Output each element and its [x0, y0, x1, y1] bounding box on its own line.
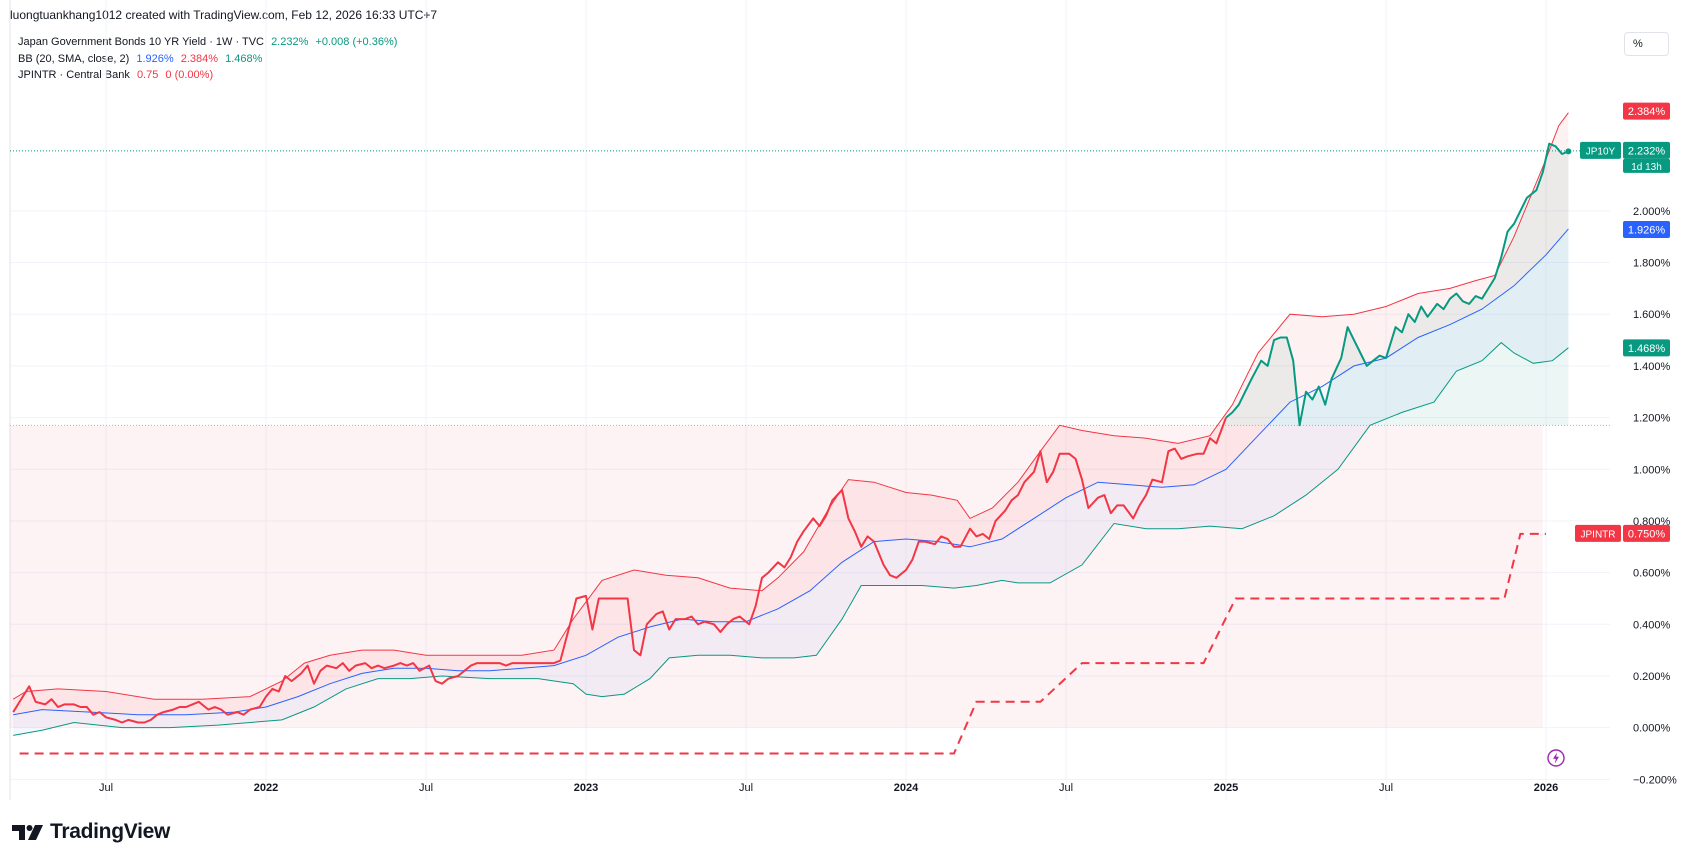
lightning-icon[interactable]	[1547, 749, 1565, 767]
bb-basis-price-label-text: 1.926%	[1628, 224, 1666, 236]
y-tick-label: 1.400%	[1633, 361, 1671, 373]
grid	[9, 0, 1610, 800]
y-tick-label: 0.400%	[1633, 619, 1671, 631]
x-tick-label: 2026	[1534, 782, 1558, 794]
bb-upper-price-label-text: 2.384%	[1628, 106, 1666, 118]
bb-upper-price-label-bg	[1623, 102, 1670, 120]
legend-jpintr-name: JPINTR · Central Bank	[18, 69, 130, 81]
jpintr-zone	[10, 425, 1543, 728]
y-tick-label: 1.600%	[1633, 309, 1671, 321]
chart-attribution: luongtuankhang1012 created with TradingV…	[10, 8, 438, 22]
bb-upper-price-label[interactable]: 2.384%	[1623, 102, 1670, 120]
symbol-name-label-bg	[1580, 141, 1621, 159]
y-tick-label: 0.000%	[1633, 723, 1671, 735]
jpintr-price-label[interactable]: 0.750%	[1623, 524, 1670, 542]
tradingview-logo[interactable]: TradingView	[12, 820, 170, 844]
y-tick-label: 1.000%	[1633, 464, 1671, 476]
last-price-label-bg	[1623, 141, 1670, 159]
legend-row-symbol[interactable]: Japan Government Bonds 10 YR Yield · 1W …	[18, 34, 397, 51]
last-price-label[interactable]: 2.232%	[1623, 141, 1670, 159]
x-tick-label: Jul	[739, 782, 753, 794]
jpintr-name-label-text: JPINTR	[1581, 529, 1616, 540]
symbol-name-label[interactable]: JP10Y	[1580, 141, 1621, 159]
jpintr-name-label[interactable]: JPINTR	[1575, 524, 1621, 542]
chart-legend: Japan Government Bonds 10 YR Yield · 1W …	[18, 34, 397, 84]
last-price-label-text: 2.232%	[1628, 145, 1666, 157]
legend-jpintr-value: 0.75	[136, 69, 159, 81]
jpintr-price-label-text: 0.750%	[1628, 528, 1666, 540]
x-tick-label: Jul	[419, 782, 433, 794]
x-tick-label: Jul	[1059, 782, 1073, 794]
bb-lower-price-label-bg	[1623, 339, 1670, 357]
legend-bb-lower: 1.468%	[225, 52, 263, 65]
legend-symbol-change: +0.008 (+0.36%)	[315, 36, 398, 48]
bb-lower-line[interactable]	[13, 341, 1569, 736]
jpintr-price-label-bg	[1623, 524, 1670, 542]
symbol-name-label-text: JP10Y	[1586, 146, 1616, 157]
bar-countdown-label[interactable]: 1d 13h	[1623, 158, 1670, 173]
bb-lower-price-label-text: 1.468%	[1628, 343, 1666, 355]
bb-upper-line[interactable]	[12, 112, 1569, 700]
jpintr-name-label-bg	[1575, 524, 1621, 542]
y-tick-label: −0.200%	[1633, 774, 1677, 786]
yield-line-red[interactable]	[12, 417, 1227, 724]
tradingview-brand-text: TradingView	[50, 820, 171, 843]
y-tick-label: 1.800%	[1633, 258, 1671, 270]
legend-symbol-name: Japan Government Bonds 10 YR Yield · 1W …	[18, 36, 264, 48]
y-tick-label: 1.200%	[1633, 413, 1671, 425]
price-scale-unit-button[interactable]: %	[1624, 32, 1669, 56]
bar-countdown-label-bg	[1623, 158, 1670, 173]
x-tick-label: 2025	[1214, 782, 1238, 794]
bb-basis-line[interactable]	[13, 228, 1569, 716]
y-tick-label: 2.000%	[1633, 206, 1671, 218]
y-tick-label: 0.600%	[1633, 568, 1671, 580]
legend-jpintr-change: 0 (0.00%)	[165, 69, 214, 81]
x-tick-label: Jul	[99, 782, 113, 794]
x-tick-label: Jul	[1379, 782, 1393, 794]
legend-bb-upper: 2.384%	[180, 52, 219, 65]
bb-lower-fill	[13, 228, 1569, 736]
legend-row-jpintr[interactable]: JPINTR · Central Bank 0.75 0 (0.00%)	[18, 67, 397, 84]
legend-bb-name: BB (20, SMA, close, 2)	[18, 52, 130, 65]
yield-line-green[interactable]	[1225, 142, 1569, 427]
legend-symbol-value: 2.232%	[271, 36, 309, 48]
last-price-dot	[1565, 148, 1572, 155]
legend-row-bb[interactable]: BB (20, SMA, close, 2) 1.926% 2.384% 1.4…	[18, 51, 397, 68]
legend-bb-basis: 1.926%	[136, 52, 174, 65]
y-tick-label: 0.200%	[1633, 671, 1671, 683]
price-area-fill	[1226, 143, 1569, 426]
bb-upper-fill	[13, 112, 1569, 715]
x-tick-label: 2023	[574, 782, 598, 794]
tradingview-logo-icon	[12, 825, 43, 840]
bb-basis-price-label[interactable]: 1.926%	[1623, 220, 1670, 238]
bb-basis-price-label-bg	[1623, 220, 1670, 238]
jpintr-line[interactable]	[19, 532, 1546, 755]
x-tick-label: 2024	[894, 782, 919, 794]
bar-countdown-label-text: 1d 13h	[1631, 162, 1662, 173]
x-tick-label: 2022	[254, 782, 278, 794]
bb-lower-price-label[interactable]: 1.468%	[1623, 339, 1670, 357]
